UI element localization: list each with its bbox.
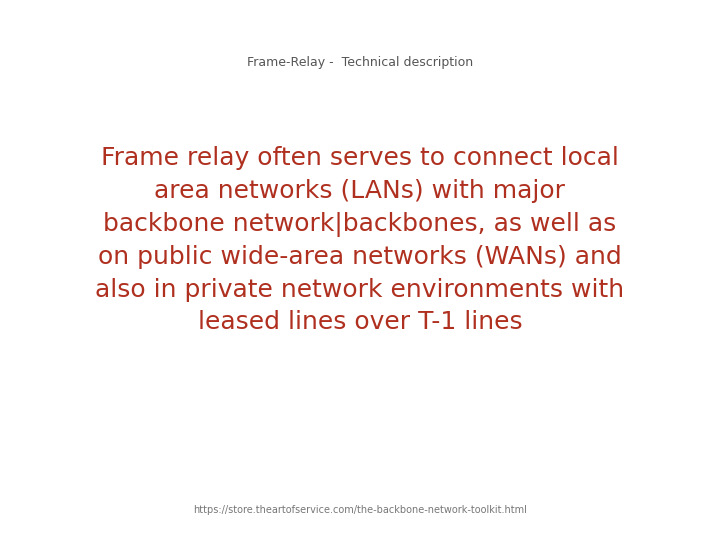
Text: https://store.theartofservice.com/the-backbone-network-toolkit.html: https://store.theartofservice.com/the-ba… [193, 505, 527, 515]
Text: Frame-Relay -  Technical description: Frame-Relay - Technical description [247, 56, 473, 69]
Text: Frame relay often serves to connect local
area networks (LANs) with major
backbo: Frame relay often serves to connect loca… [96, 146, 624, 334]
